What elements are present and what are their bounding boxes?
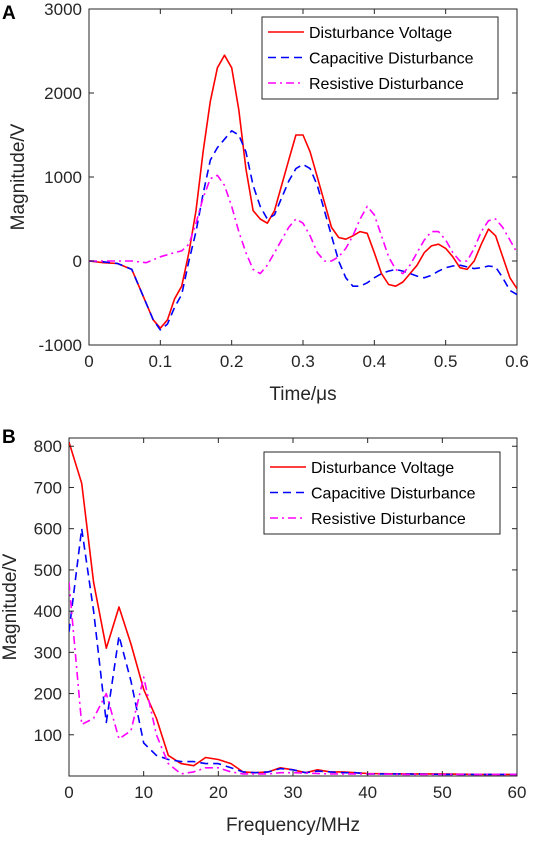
y-tick-label-a: 2000 — [44, 84, 82, 103]
legend-label-capacitive-disturbance-b: Capacitive Disturbance — [311, 486, 476, 503]
x-axis-label-a: Time/μs — [269, 384, 336, 405]
x-tick-label-b: 30 — [284, 783, 303, 802]
legend-label-capacitive-disturbance-a: Capacitive Disturbance — [309, 51, 474, 68]
panel-label-b: B — [2, 427, 16, 448]
y-tick-label-a: 0 — [73, 252, 82, 271]
x-tick-label-b: 0 — [64, 783, 73, 802]
legend-label-disturbance-voltage-b: Disturbance Voltage — [311, 460, 454, 477]
y-tick-label-b: 600 — [34, 520, 62, 539]
x-tick-label-a: 0.2 — [220, 352, 244, 371]
y-tick-label-b: 800 — [34, 437, 62, 456]
x-tick-label-b: 50 — [433, 783, 452, 802]
series-line-disturbance-voltage-a — [89, 54, 517, 330]
x-tick-label-b: 10 — [134, 783, 153, 802]
y-tick-label-a: 1000 — [44, 168, 82, 187]
panel-b: B 0 10 20 30 40 50 60100200300400500600700800 … — [0, 427, 526, 836]
series-layer-a — [89, 54, 517, 331]
x-tick-label-b: 40 — [358, 783, 377, 802]
x-tick-label-b: 60 — [508, 783, 527, 802]
y-tick-label-b: 400 — [34, 602, 62, 621]
y-axis-label-a: Magnitude/V — [8, 123, 29, 230]
panel-a: A 0 0.1 0.2 0.3 0.4 0.5 0.6-10000100020003000 … — [2, 0, 529, 405]
y-tick-label-a: -1000 — [39, 336, 82, 355]
x-tick-label-a: 0.1 — [149, 352, 173, 371]
legend-label-resistive-disturbance-b: Resistive Disturbance — [311, 511, 466, 528]
ticks-layer-b: 0 10 20 30 40 50 60 100 200 300 400 500 600 700 800 — [34, 437, 527, 802]
x-tick-label-b: 20 — [209, 783, 228, 802]
y-tick-label-b: 500 — [34, 561, 62, 580]
x-tick-label-a: 0 — [84, 352, 93, 371]
y-tick-label-b: 700 — [34, 478, 62, 497]
y-tick-label-b: 200 — [34, 685, 62, 704]
panel-label-a: A — [2, 3, 16, 24]
legend-label-resistive-disturbance-a: Resistive Disturbance — [309, 76, 464, 93]
x-tick-label-a: 0.6 — [505, 352, 529, 371]
legend-b: Disturbance Voltage Capacitive Disturban… — [263, 451, 501, 535]
y-tick-label-b: 300 — [34, 643, 62, 662]
y-tick-label-b: 100 — [34, 726, 62, 745]
x-axis-label-b: Frequency/MHz — [226, 815, 360, 836]
legend-label-disturbance-voltage-a: Disturbance Voltage — [309, 25, 452, 42]
x-tick-label-a: 0.5 — [434, 352, 458, 371]
y-tick-label-a: 3000 — [44, 0, 82, 19]
x-tick-label-a: 0.4 — [363, 352, 387, 371]
x-tick-label-a: 0.3 — [291, 352, 315, 371]
series-line-capacitive-disturbance-b — [69, 527, 517, 776]
series-line-resistive-disturbance-a — [89, 174, 517, 275]
series-line-capacitive-disturbance-a — [89, 130, 517, 331]
legend-a: Disturbance Voltage Capacitive Disturban… — [261, 16, 499, 100]
y-axis-label-b: Magnitude/V — [0, 553, 21, 660]
